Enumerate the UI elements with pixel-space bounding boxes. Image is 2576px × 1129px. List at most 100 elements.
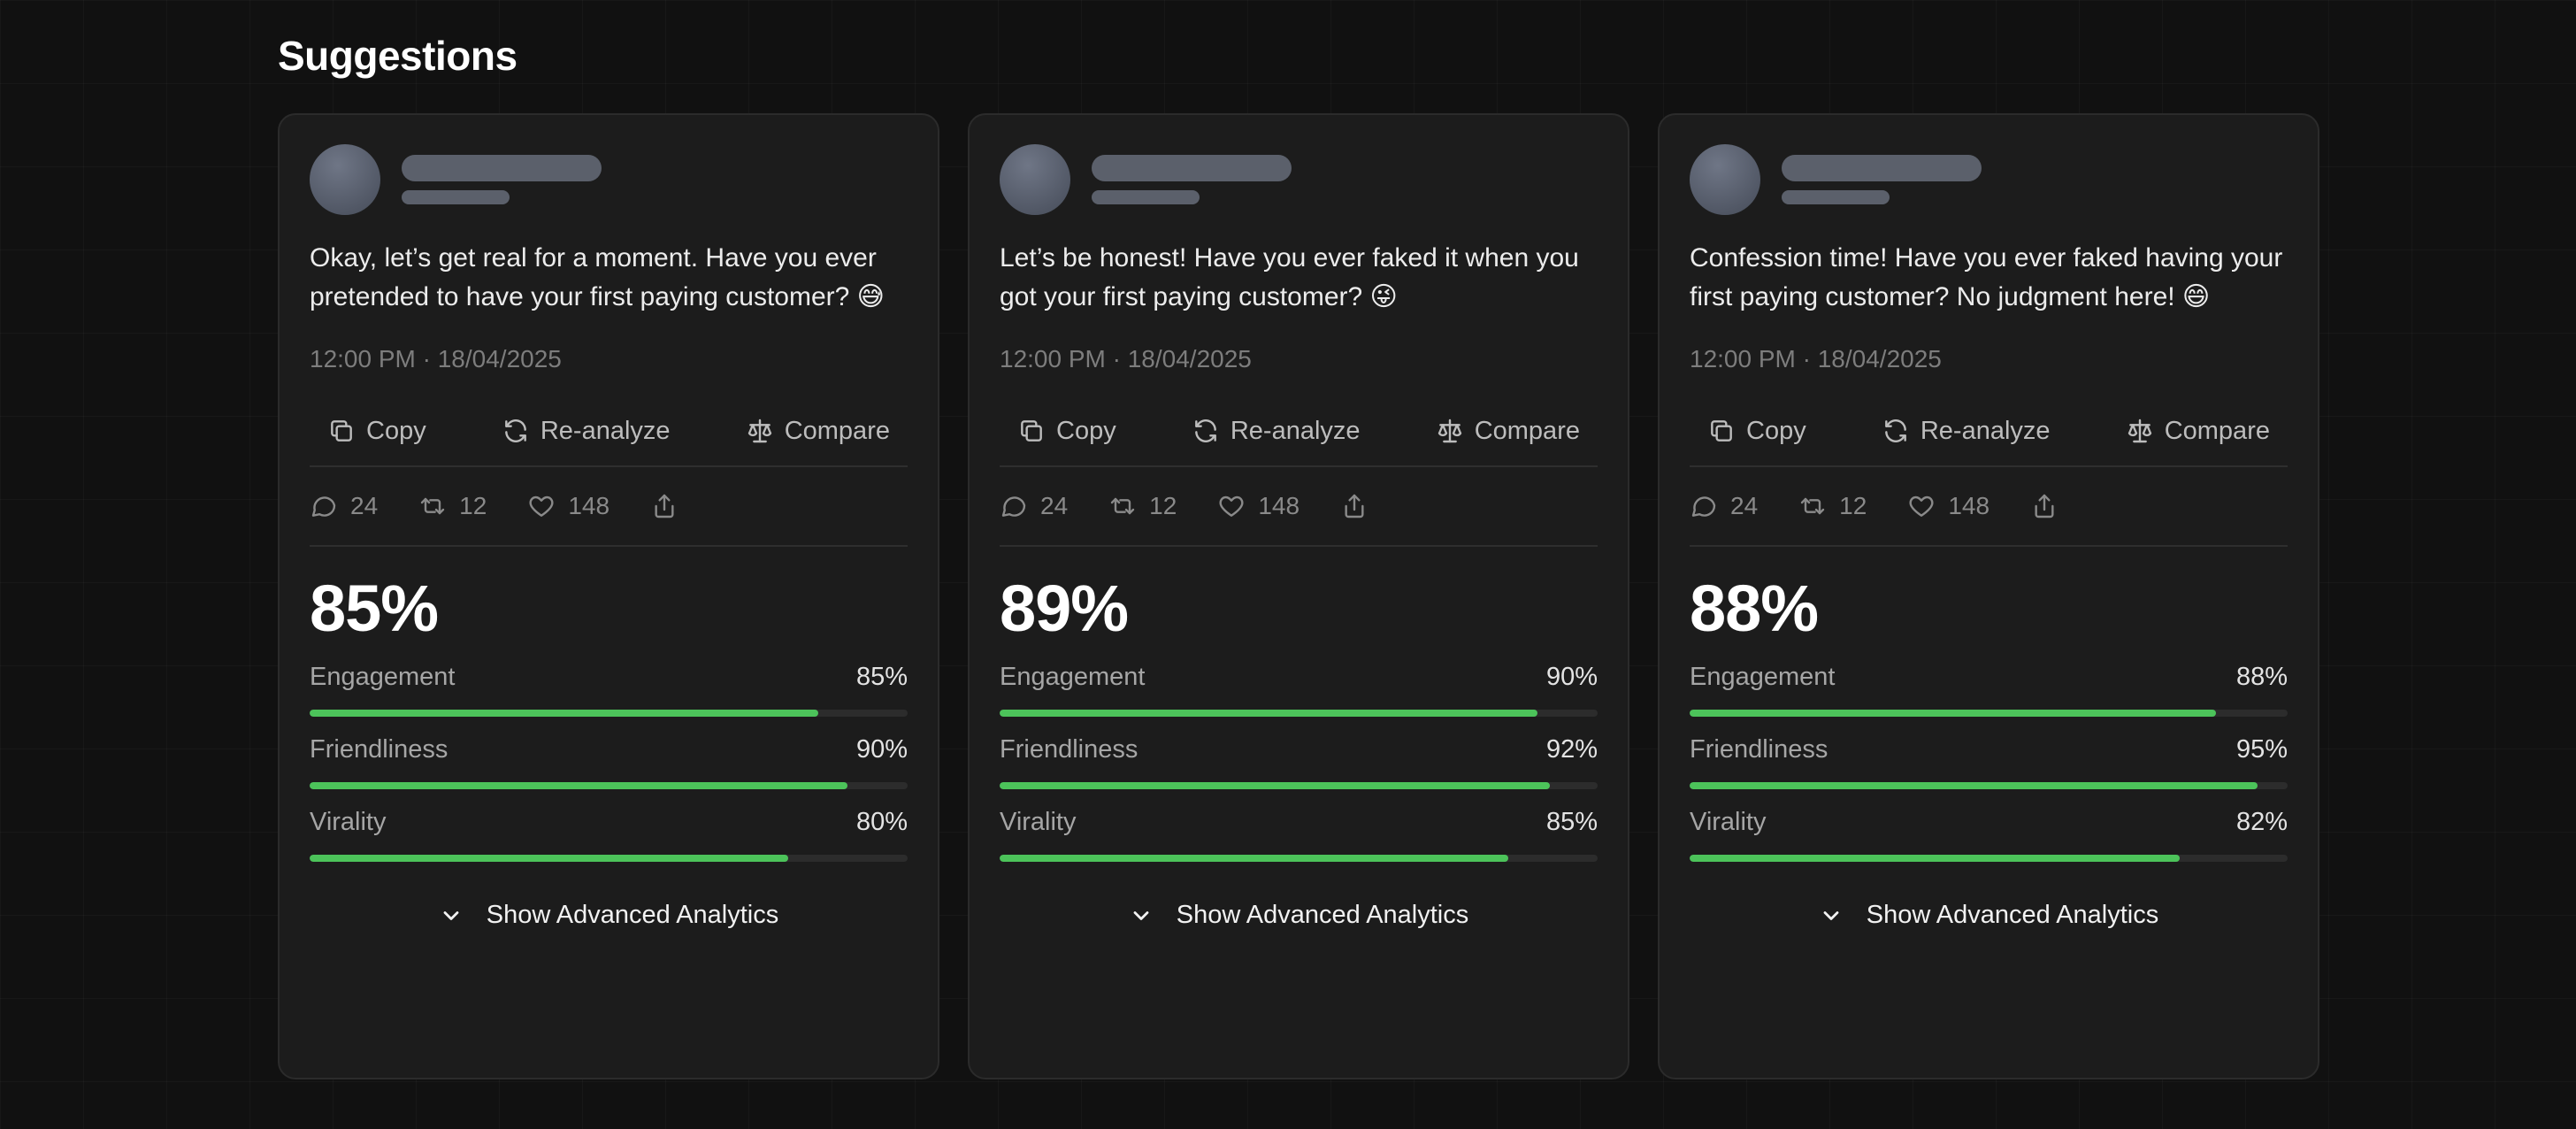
progress-fill [1000, 855, 1508, 862]
metric-label: Engagement [1690, 663, 1836, 691]
share-button[interactable] [1340, 492, 1368, 520]
likes-stat[interactable]: 148 [527, 492, 610, 520]
copy-label: Copy [366, 416, 426, 445]
show-advanced-analytics-button[interactable]: Show Advanced Analytics [1000, 901, 1598, 930]
copy-button[interactable]: Copy [1707, 417, 1806, 446]
metric-value: 95% [2235, 735, 2288, 764]
metric-value: 90% [1545, 663, 1598, 691]
metric-friendliness: Friendliness 92% [1000, 734, 1598, 789]
reposts-stat[interactable]: 12 [1798, 492, 1867, 520]
section-title: Suggestions [278, 33, 518, 79]
compare-button[interactable]: Compare [746, 417, 890, 446]
progress-fill [310, 782, 848, 789]
repost-icon [420, 497, 445, 515]
compare-label: Compare [784, 416, 890, 445]
action-bar: Copy Re-analyze Compare [1690, 396, 2288, 467]
post-text: Confession time! Have you ever faked hav… [1690, 243, 2283, 311]
heart-icon [529, 495, 554, 517]
likes-count: 148 [568, 492, 610, 519]
metric-virality: Virality 80% [310, 807, 908, 862]
reanalyze-button[interactable]: Re-analyze [502, 417, 671, 446]
metric-label: Virality [1000, 808, 1077, 836]
share-button[interactable] [2030, 492, 2058, 520]
compare-label: Compare [2164, 416, 2270, 445]
heart-icon [1219, 495, 1244, 517]
comments-count: 24 [350, 492, 379, 519]
progress-fill [1690, 710, 2216, 717]
reposts-count: 12 [1149, 492, 1177, 519]
likes-count: 148 [1948, 492, 1990, 519]
compare-button[interactable]: Compare [1436, 417, 1580, 446]
scale-icon [2128, 419, 2151, 443]
scale-icon [1438, 419, 1461, 443]
progress-track [310, 782, 908, 789]
copy-icon [1021, 420, 1042, 442]
reposts-count: 12 [459, 492, 487, 519]
suggestion-card: Confession time! Have you ever faked hav… [1658, 113, 2319, 1079]
show-advanced-analytics-button[interactable]: Show Advanced Analytics [1690, 901, 2288, 930]
metric-value: 92% [1545, 735, 1598, 764]
comments-stat[interactable]: 24 [310, 492, 378, 520]
compare-button[interactable]: Compare [2126, 417, 2270, 446]
overall-score: 85% [310, 572, 439, 645]
comment-icon [1691, 496, 1716, 517]
reposts-stat[interactable]: 12 [1108, 492, 1177, 520]
progress-fill [1690, 855, 2181, 862]
comments-count: 24 [1730, 492, 1759, 519]
comments-stat[interactable]: 24 [1000, 492, 1068, 520]
metric-label: Virality [310, 808, 387, 836]
share-button[interactable] [650, 492, 678, 520]
progress-fill [310, 855, 788, 862]
author-name-skeleton [402, 155, 602, 181]
metric-value: 88% [2235, 663, 2288, 691]
advanced-label: Show Advanced Analytics [486, 901, 779, 929]
chevron-down-icon [1823, 910, 1839, 920]
reanalyze-label: Re-analyze [1230, 416, 1361, 445]
advanced-label: Show Advanced Analytics [1176, 901, 1469, 929]
metric-friendliness: Friendliness 90% [310, 734, 908, 789]
post-text: Let’s be honest! Have you ever faked it … [1000, 243, 1579, 311]
copy-label: Copy [1056, 416, 1116, 445]
reposts-stat[interactable]: 12 [418, 492, 487, 520]
metric-label: Virality [1690, 808, 1767, 836]
chevron-down-icon [1133, 910, 1149, 920]
copy-button[interactable]: Copy [327, 417, 426, 446]
metric-label: Engagement [1000, 663, 1146, 691]
show-advanced-analytics-button[interactable]: Show Advanced Analytics [310, 901, 908, 930]
metric-value: 85% [855, 663, 908, 691]
overall-score: 89% [1000, 572, 1129, 645]
metric-engagement: Engagement 90% [1000, 662, 1598, 717]
author-placeholder [310, 143, 908, 216]
progress-fill [1000, 782, 1550, 789]
likes-stat[interactable]: 148 [1907, 492, 1990, 520]
likes-stat[interactable]: 148 [1217, 492, 1300, 520]
metric-label: Engagement [310, 663, 456, 691]
reanalyze-label: Re-analyze [540, 416, 671, 445]
avatar [1000, 144, 1070, 215]
advanced-label: Show Advanced Analytics [1866, 901, 2159, 929]
progress-track [310, 710, 908, 717]
metric-value: 82% [2235, 808, 2288, 836]
share-icon [1345, 494, 1364, 518]
copy-icon [1711, 420, 1732, 442]
reanalyze-button[interactable]: Re-analyze [1882, 417, 2051, 446]
reanalyze-button[interactable]: Re-analyze [1192, 417, 1361, 446]
action-bar: Copy Re-analyze Compare [310, 396, 908, 467]
metric-engagement: Engagement 88% [1690, 662, 2288, 717]
metric-friendliness: Friendliness 95% [1690, 734, 2288, 789]
copy-button[interactable]: Copy [1017, 417, 1116, 446]
comments-stat[interactable]: 24 [1690, 492, 1758, 520]
engagement-stats: 24 12 148 [1000, 467, 1598, 547]
author-handle-skeleton [1092, 190, 1200, 204]
refresh-icon [1884, 419, 1906, 442]
timestamp: 12:00 PM · 18/04/2025 [1690, 345, 1942, 372]
compare-label: Compare [1474, 416, 1580, 445]
author-name-skeleton [1782, 155, 1982, 181]
scale-icon [748, 419, 771, 443]
likes-count: 148 [1258, 492, 1300, 519]
progress-track [310, 855, 908, 862]
metric-virality: Virality 85% [1000, 807, 1598, 862]
comment-icon [311, 496, 336, 517]
share-icon [655, 494, 674, 518]
metric-value: 90% [855, 735, 908, 764]
